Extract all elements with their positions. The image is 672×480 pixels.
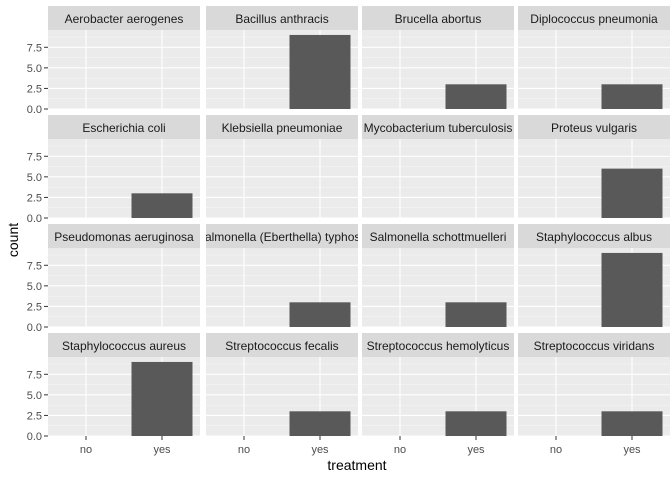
facet-panel: Streptococcus fecalis no yes: [206, 333, 358, 456]
bar: [131, 193, 193, 218]
facet-label: Escherichia coli: [82, 121, 165, 135]
y-tick-label: 7.5: [27, 42, 42, 54]
y-tick-label: 2.5: [27, 301, 42, 313]
y-tick-label: 2.5: [27, 410, 42, 422]
facet-label: Staphylococcus albus: [536, 230, 652, 244]
facet-label: Salmonella schottmuelleri: [370, 230, 507, 244]
bar: [445, 302, 507, 327]
panel-background: [206, 139, 358, 218]
facet-strip: [518, 224, 670, 248]
y-tick-label: 7.5: [27, 151, 42, 163]
facet-strip: [206, 6, 358, 30]
y-tick-label: 0.0: [27, 213, 42, 225]
facet-strip: [48, 224, 200, 248]
facet-panel: Diplococcus pneumonia: [518, 6, 670, 110]
y-axis-title: count: [5, 223, 21, 257]
facet-strip: [48, 115, 200, 139]
facet-label: Streptococcus viridans: [534, 339, 655, 353]
facet-panel: Staphylococcus aureus 0.0 2.5 5.0 7.5 no yes: [27, 333, 200, 456]
bar: [601, 411, 663, 436]
x-tick-label: yes: [311, 444, 329, 456]
x-tick-label: no: [80, 444, 92, 456]
facet-panel: Streptococcus hemolyticus no yes: [362, 333, 514, 456]
facet-panel: Salmonella schottmuelleri: [362, 224, 514, 328]
facet-panel: Streptococcus viridans no yes: [518, 333, 670, 456]
facet-panel: Brucella abortus: [362, 6, 514, 110]
panel-background: [362, 139, 514, 218]
y-tick-label: 2.5: [27, 83, 42, 95]
bar: [601, 168, 663, 218]
facet-panel: Mycobacterium tuberculosis: [362, 115, 514, 219]
y-tick-label: 7.5: [27, 260, 42, 272]
facet-label: Proteus vulgaris: [551, 121, 637, 135]
facet-panel: Proteus vulgaris: [518, 115, 670, 219]
facet-label: Pseudomonas aeruginosa: [54, 230, 194, 244]
y-tick-label: 7.5: [27, 369, 42, 381]
facet-strip: [518, 6, 670, 30]
facet-strip: [362, 224, 514, 248]
x-tick-label: yes: [623, 444, 641, 456]
bar: [289, 411, 351, 436]
facet-strip: [518, 333, 670, 357]
facet-panel: Salmonella (Eberthella) typhosa: [197, 224, 367, 328]
y-tick-label: 0.0: [27, 322, 42, 334]
y-tick-label: 0.0: [27, 431, 42, 443]
facet-label: Streptococcus hemolyticus: [367, 339, 510, 353]
bar: [131, 361, 193, 436]
y-tick-label: 0.0: [27, 104, 42, 116]
facet-label: Brucella abortus: [395, 12, 482, 26]
facet-panel: Klebsiella pneumoniae: [206, 115, 358, 219]
facet-panel: Escherichia coli 0.0 2.5 5.0 7.5: [27, 115, 200, 225]
bar: [445, 411, 507, 436]
y-tick-label: 5.0: [27, 281, 42, 293]
facet-strip: [518, 115, 670, 139]
x-tick-label: no: [238, 444, 250, 456]
facet-panel: Bacillus anthracis: [206, 6, 358, 110]
bar: [445, 84, 507, 109]
facet-strip: [362, 333, 514, 357]
x-tick-label: no: [394, 444, 406, 456]
facet-label: Aerobacter aerogenes: [65, 12, 184, 26]
facet-label: Streptococcus fecalis: [225, 339, 338, 353]
facet-label: Diplococcus pneumonia: [530, 12, 658, 26]
facet-grid: Aerobacter aerogenes 0.0 2.5 5.0 7.5 Bacillus…: [27, 6, 670, 456]
facet-label: Mycobacterium tuberculosis: [364, 121, 513, 135]
y-tick-label: 5.0: [27, 172, 42, 184]
facet-label: Salmonella (Eberthella) typhosa: [197, 230, 367, 244]
facet-strip: [362, 115, 514, 139]
facet-strip: [362, 6, 514, 30]
y-tick-label: 2.5: [27, 192, 42, 204]
facet-strip: [206, 224, 358, 248]
x-axis-title: treatment: [327, 457, 386, 473]
x-tick-label: yes: [467, 444, 485, 456]
facet-panel: Staphylococcus albus: [518, 224, 670, 328]
y-tick-label: 5.0: [27, 390, 42, 402]
facet-label: Bacillus anthracis: [235, 12, 328, 26]
x-tick-label: yes: [153, 444, 171, 456]
panel-background: [48, 248, 200, 327]
x-tick-label: no: [550, 444, 562, 456]
bar: [289, 302, 351, 327]
facet-panel: Pseudomonas aeruginosa 0.0 2.5 5.0 7.5: [27, 224, 200, 334]
facet-strip: [206, 115, 358, 139]
facet-label: Klebsiella pneumoniae: [222, 121, 343, 135]
bar: [601, 252, 663, 327]
facet-panel: Aerobacter aerogenes 0.0 2.5 5.0 7.5: [27, 6, 200, 116]
facet-label: Staphylococcus aureus: [62, 339, 186, 353]
bar: [601, 84, 663, 109]
facet-strip: [48, 6, 200, 30]
bar: [289, 34, 351, 109]
facet-strip: [206, 333, 358, 357]
y-tick-label: 5.0: [27, 63, 42, 75]
facet-strip: [48, 333, 200, 357]
panel-background: [48, 30, 200, 109]
